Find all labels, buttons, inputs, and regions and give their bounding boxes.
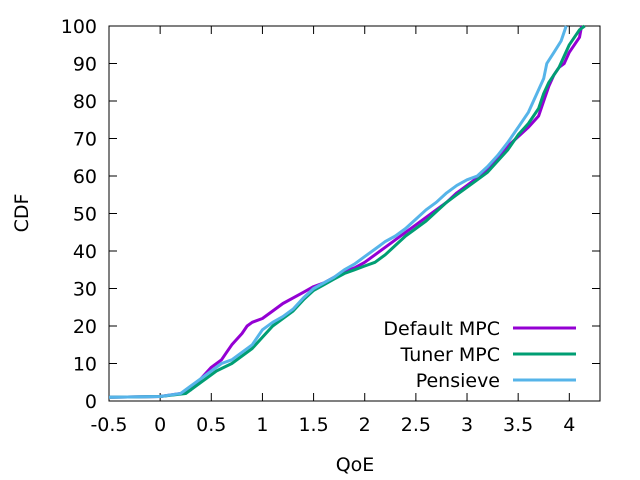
series-line-1 <box>109 24 586 399</box>
y-tick-label: 0 <box>85 391 97 413</box>
y-tick-label: 10 <box>73 354 97 376</box>
y-tick-label: 20 <box>73 316 97 338</box>
x-tick-label: 0.5 <box>196 414 226 436</box>
x-tick-label: -0.5 <box>90 414 127 436</box>
x-tick-label: 0 <box>154 414 166 436</box>
x-tick-label: 4 <box>563 414 575 436</box>
y-tick-label: 90 <box>73 54 97 76</box>
y-tick-label: 60 <box>73 166 97 188</box>
y-tick-label: 30 <box>73 279 97 301</box>
axis-ticks <box>108 25 600 402</box>
legend-label: Tuner MPC <box>400 344 500 366</box>
y-tick-label: 80 <box>73 91 97 113</box>
y-tick-label: 50 <box>73 204 97 226</box>
y-tick-label: 70 <box>73 129 97 151</box>
x-tick-label: 3 <box>461 414 473 436</box>
plot-frame <box>108 25 601 402</box>
series-lines <box>109 24 586 399</box>
x-tick-label: 1.5 <box>298 414 328 436</box>
x-tick-label: 2.5 <box>401 414 431 436</box>
x-tick-label: 2 <box>359 414 371 436</box>
y-tick-label: 100 <box>61 16 97 38</box>
axis-tick-labels: -0.5 0 0.5 1 1.5 2 2.5 3 3.5 40102030405060708090… <box>61 16 576 436</box>
x-tick-label: 1 <box>256 414 268 436</box>
series-line-2 <box>109 25 568 399</box>
legend-label: Default MPC <box>383 318 500 340</box>
legend-label: Pensieve <box>416 370 500 392</box>
x-tick-label: 3.5 <box>503 414 533 436</box>
x-axis-label: QoE <box>336 454 375 476</box>
legend: Default MPC Tuner MPC Pensieve <box>383 318 576 392</box>
y-tick-label: 40 <box>73 241 97 263</box>
series-line-0 <box>109 25 584 399</box>
y-axis-label: CDF <box>11 194 33 233</box>
